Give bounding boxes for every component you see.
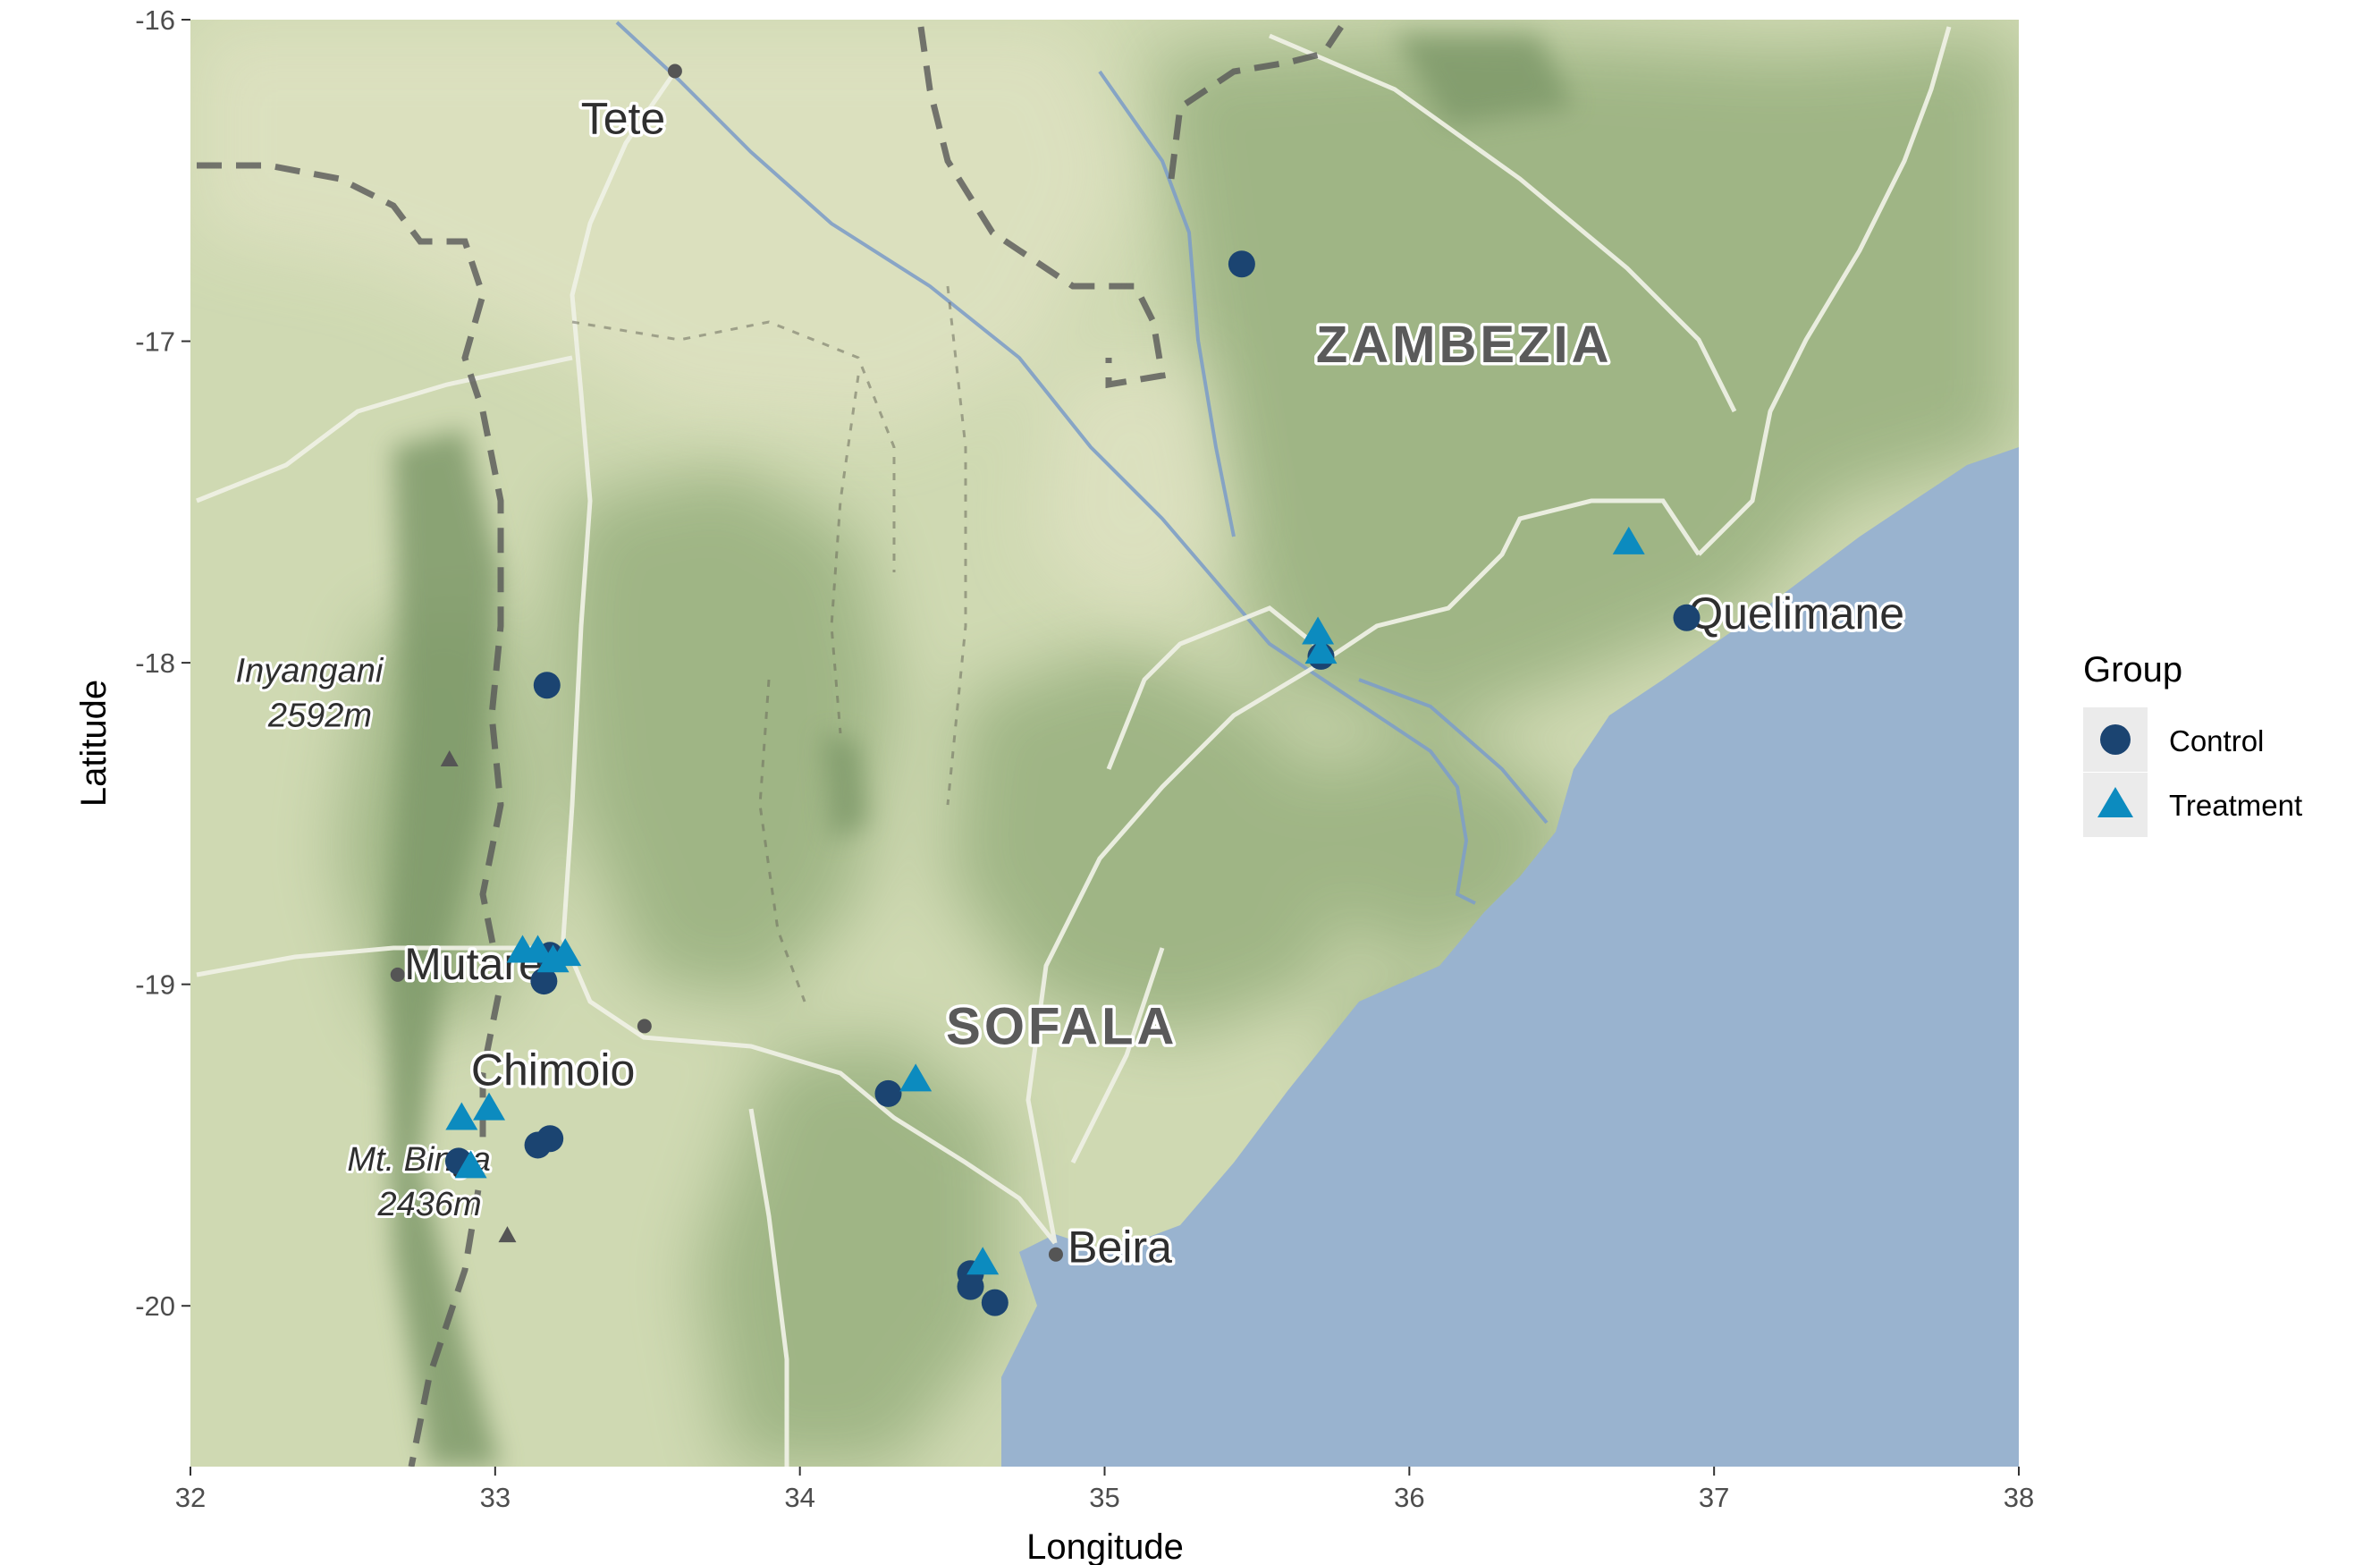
y-axis-title: Latitude	[74, 680, 114, 807]
town-dot	[1048, 1247, 1063, 1262]
peak-name-label: Inyangani	[236, 653, 384, 690]
peak-marker-icon	[440, 749, 459, 766]
x-tick-label: 37	[1699, 1482, 1729, 1513]
x-ticks: 32 33 34 35 36 37 38	[175, 1467, 2034, 1513]
control-point	[1673, 604, 1701, 631]
y-tick-label: -18	[135, 647, 175, 679]
rivers	[615, 21, 1549, 905]
treatment-point	[454, 1150, 487, 1179]
town-dots	[390, 63, 1063, 1262]
treatment-point	[521, 935, 554, 963]
place-label: Beira	[1068, 1222, 1172, 1273]
place-label: Tete	[581, 93, 666, 143]
basemap-panel: TeteQuelimaneMutareChimoioBeiraZAMBEZIAS…	[190, 20, 2019, 1467]
treatment-point	[1304, 636, 1338, 664]
region-label: SOFALA	[946, 997, 1177, 1055]
treatment-point	[1302, 616, 1335, 645]
y-tick-label: -17	[135, 326, 175, 358]
control-point	[874, 1079, 902, 1107]
place-label: Quelimane	[1688, 588, 1904, 639]
x-tick-label: 36	[1394, 1482, 1424, 1513]
y-tick-label: -20	[135, 1290, 175, 1322]
legend-triangle-icon	[2097, 787, 2133, 817]
legend-title: Group	[2083, 650, 2182, 689]
map-labels: TeteQuelimaneMutareChimoioBeiraZAMBEZIAS…	[233, 90, 1908, 1275]
y-ticks: -20 -19 -18 -17 -16	[135, 4, 190, 1322]
legend-label-control: Control	[2169, 724, 2264, 757]
place-label: Chimoio	[471, 1045, 635, 1096]
y-axis: -20 -19 -18 -17 -16 Latitude	[74, 4, 190, 1322]
x-tick-label: 33	[480, 1482, 511, 1513]
control-point	[957, 1273, 984, 1300]
control-point	[524, 1131, 552, 1159]
town-dot	[667, 63, 682, 79]
legend-entry-control: Control	[2083, 707, 2264, 772]
town-dot	[637, 1019, 652, 1034]
peak-elevation-label: 2436m	[377, 1186, 482, 1223]
x-tick-label: 38	[2004, 1482, 2034, 1513]
x-axis: 32 33 34 35 36 37 38 Longitude	[175, 1467, 2034, 1565]
control-point	[981, 1289, 1009, 1316]
roads	[196, 26, 1952, 1467]
peak-marker-icon	[498, 1226, 517, 1243]
data-markers	[444, 250, 1701, 1316]
y-tick-label: -16	[135, 4, 175, 36]
treatment-point	[536, 944, 570, 973]
treatment-point	[966, 1247, 1000, 1275]
admin-borders	[197, 25, 1344, 1467]
x-tick-label: 32	[175, 1482, 206, 1513]
treatment-point	[473, 1092, 506, 1121]
district-borders	[571, 285, 967, 1002]
region-label: ZAMBEZIA	[1316, 316, 1613, 374]
x-tick-label: 34	[784, 1482, 814, 1513]
treatment-point	[899, 1063, 933, 1092]
x-tick-label: 35	[1089, 1482, 1119, 1513]
town-dot	[390, 967, 405, 982]
y-tick-label: -19	[135, 969, 175, 1001]
legend: Group Control Treatment	[2083, 650, 2302, 837]
control-point	[530, 968, 558, 995]
peak-elevation-label: 2592m	[267, 698, 372, 735]
x-axis-title: Longitude	[1026, 1527, 1184, 1565]
control-point	[1228, 250, 1255, 278]
ocean	[1001, 447, 2019, 1467]
legend-label-treatment: Treatment	[2169, 789, 2302, 822]
legend-entry-treatment: Treatment	[2083, 773, 2302, 837]
treatment-point	[1612, 526, 1645, 554]
legend-circle-icon	[2100, 724, 2131, 755]
treatment-point	[445, 1102, 478, 1130]
control-point	[533, 672, 561, 699]
